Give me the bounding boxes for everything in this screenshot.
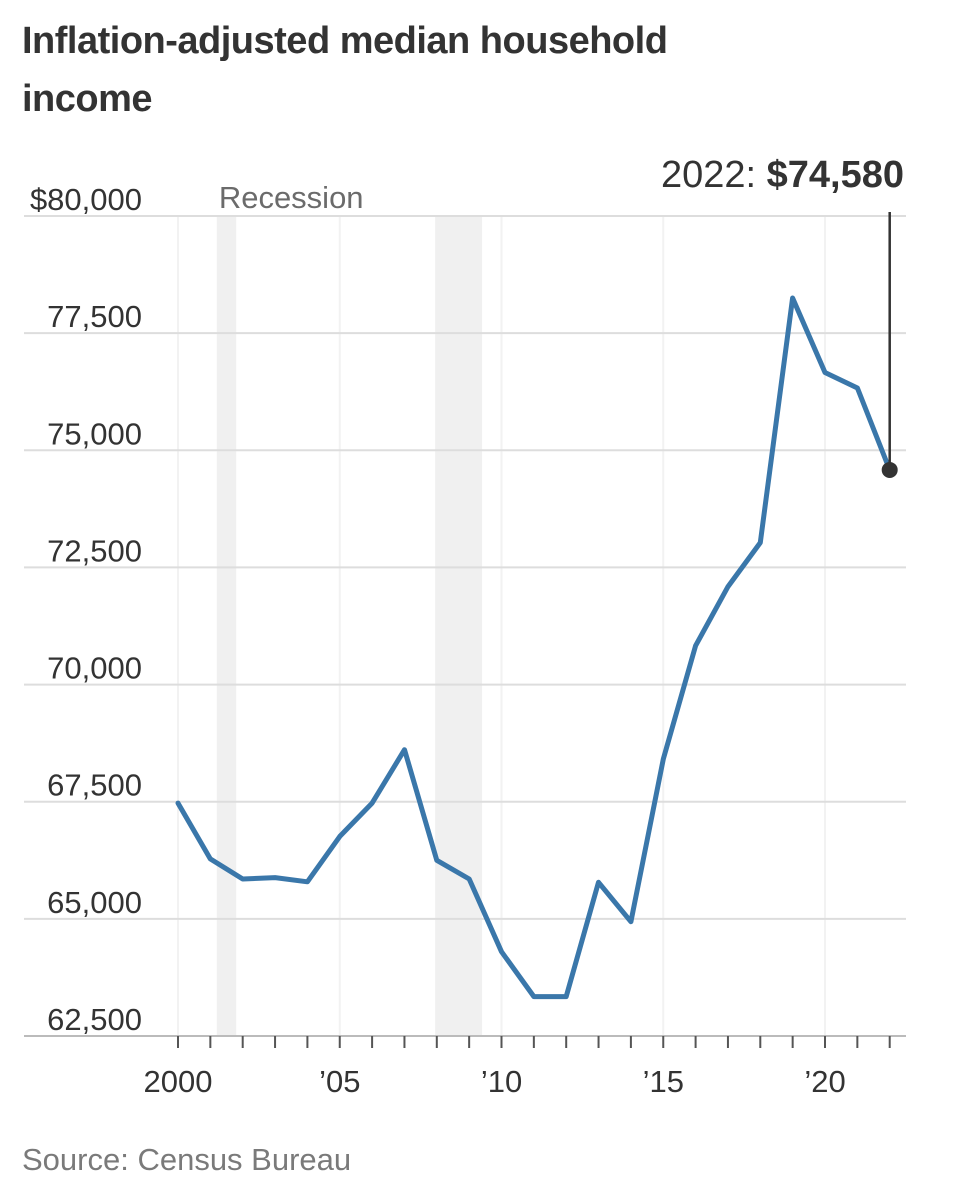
latest-value-callout: 2022: $74,580 [661, 148, 904, 202]
callout-value-label: $74,580 [766, 154, 904, 196]
x-tick-label: ’15 [643, 1064, 684, 1099]
data-point [790, 295, 796, 301]
data-point [660, 756, 666, 762]
data-point [272, 875, 278, 881]
data-point [369, 800, 375, 806]
y-axis-tick-labels: 62,500 65,000 67,500 70,000 72,500 75,000 77,5… [30, 182, 142, 1037]
data-point [822, 370, 828, 376]
series-line [175, 295, 893, 1000]
data-point [531, 994, 537, 1000]
data-point [596, 879, 602, 885]
data-point [563, 994, 569, 1000]
data-point [337, 833, 343, 839]
y-tick-label: 75,000 [47, 416, 142, 451]
data-point [175, 800, 181, 806]
y-tick-label: 67,500 [47, 768, 142, 803]
y-tick-label: 65,000 [47, 885, 142, 920]
horizontal-gridlines [24, 215, 906, 1036]
series-lines [175, 295, 893, 1000]
data-point [240, 876, 246, 882]
data-point [499, 949, 505, 955]
latest-value-annotation [881, 212, 898, 478]
x-axis [24, 1035, 906, 1048]
data-point [693, 643, 699, 649]
y-tick-label: 62,500 [47, 1002, 142, 1037]
callout-year-label: 2022: [660, 154, 757, 196]
data-point [304, 879, 310, 885]
recession-label: Recession [219, 180, 364, 215]
latest-value-marker [881, 461, 898, 478]
chart-title: Inflation-adjusted median household inco… [22, 20, 668, 120]
recession-band [435, 216, 483, 1036]
data-point [207, 856, 213, 862]
data-point [434, 857, 440, 863]
x-tick-label: ’20 [804, 1064, 845, 1099]
recession-bands: Recession [216, 180, 483, 1036]
x-axis-tick-labels: 2000 ’05 ’10 ’15 ’20 [144, 1064, 846, 1099]
data-point [854, 385, 860, 391]
data-point [401, 747, 407, 753]
data-point [725, 584, 731, 590]
x-tick-label: ’10 [481, 1064, 522, 1099]
source-note: Source: Census Bureau [22, 1142, 352, 1177]
x-tick-label: 2000 [144, 1064, 213, 1099]
y-tick-label: 70,000 [47, 651, 142, 686]
y-tick-label: 77,500 [47, 299, 142, 334]
recession-band [216, 216, 237, 1036]
y-tick-label: $80,000 [30, 182, 142, 217]
y-tick-label: 72,500 [47, 533, 142, 568]
data-point [466, 876, 472, 882]
data-point [757, 540, 763, 546]
x-tick-label: ’05 [319, 1064, 360, 1099]
data-point [628, 919, 634, 925]
